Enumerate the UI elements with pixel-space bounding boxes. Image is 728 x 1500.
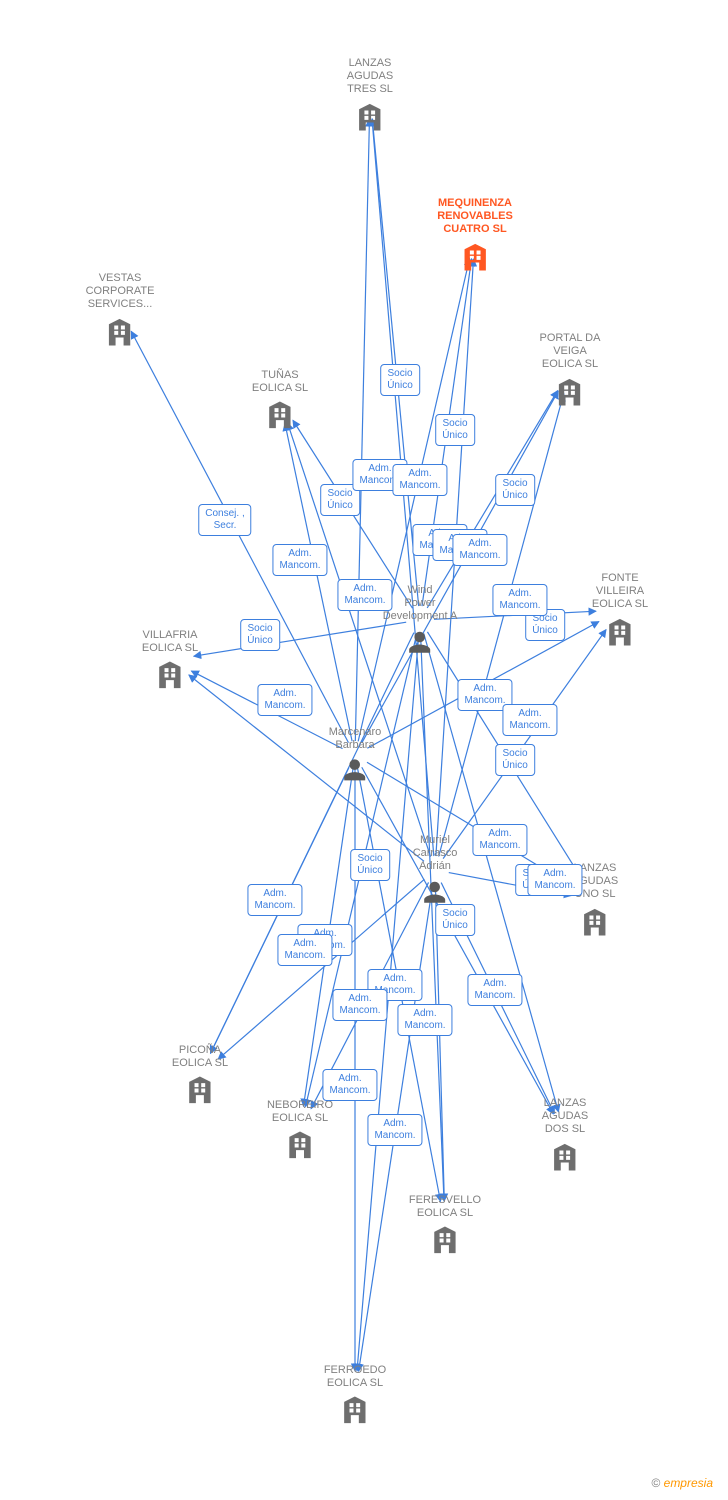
edge-label: Socio Único — [495, 474, 535, 506]
edge-label: Adm. Mancom. — [247, 884, 302, 916]
copyright-symbol: © — [651, 1476, 660, 1490]
node-wind_power[interactable]: Wind Power Development A — [383, 584, 458, 656]
node-label: Wind Power Development A — [383, 584, 458, 624]
brand-name: empresia — [664, 1476, 713, 1490]
node-label: PORTAL DA VEIGA EOLICA SL — [540, 332, 601, 372]
node-marcenaro[interactable]: Marcenaro Barbara — [329, 726, 382, 784]
building-icon — [104, 316, 136, 348]
building-icon — [459, 241, 491, 273]
node-picona[interactable]: PICOÑA EOLICA SL — [172, 1044, 228, 1106]
building-icon — [284, 1129, 316, 1161]
node-label: LANZAS AGUDAS DOS SL — [542, 1097, 588, 1137]
edge — [358, 258, 469, 741]
node-neboreiro[interactable]: NEBOREIRO EOLICA SL — [267, 1099, 333, 1161]
node-ferroedo[interactable]: FERROEDO EOLICA SL — [324, 1364, 386, 1426]
person-icon — [421, 878, 449, 906]
node-label: NEBOREIRO EOLICA SL — [267, 1099, 333, 1125]
edge-label: Adm. Mancom. — [467, 974, 522, 1006]
person-icon — [341, 756, 369, 784]
node-label: MEQUINENZA RENOVABLES CUATRO SL — [437, 197, 513, 237]
edge-label: Adm. Mancom. — [272, 544, 327, 576]
building-icon — [154, 659, 186, 691]
building-icon — [184, 1074, 216, 1106]
node-fonte_villeira[interactable]: FONTE VILLEIRA EOLICA SL — [592, 572, 648, 648]
node-label: LANZAS AGUDAS TRES SL — [347, 57, 393, 97]
edge — [355, 119, 369, 741]
node-tunas[interactable]: TUÑAS EOLICA SL — [252, 369, 308, 431]
node-label: VESTAS CORPORATE SERVICES... — [86, 272, 155, 312]
node-feresvello[interactable]: FERESVELLO EOLICA SL — [409, 1194, 481, 1256]
edge-label: Consej. , Secr. — [198, 504, 251, 536]
edge-label: Adm. Mancom. — [472, 824, 527, 856]
node-vestas[interactable]: VESTAS CORPORATE SERVICES... — [86, 272, 155, 348]
node-label: Muriel Carrasco Adrián — [413, 834, 458, 874]
edge-label: Socio Único — [435, 904, 475, 936]
edge-label: Adm. Mancom. — [502, 704, 557, 736]
building-icon — [604, 616, 636, 648]
node-mequinenza[interactable]: MEQUINENZA RENOVABLES CUATRO SL — [437, 197, 513, 273]
edge-label: Adm. Mancom. — [332, 989, 387, 1021]
edge-label: Adm. Mancom. — [257, 684, 312, 716]
node-label: VILLAFRIA EOLICA SL — [142, 629, 198, 655]
node-label: PICOÑA EOLICA SL — [172, 1044, 228, 1070]
edge-label: Socio Único — [380, 364, 420, 396]
node-muriel[interactable]: Muriel Carrasco Adrián — [413, 834, 458, 906]
edge-label: Adm. Mancom. — [337, 579, 392, 611]
node-label: Marcenaro Barbara — [329, 726, 382, 752]
building-icon — [339, 1394, 371, 1426]
building-icon — [579, 906, 611, 938]
footer-copyright: © empresia — [651, 1476, 713, 1490]
building-icon — [264, 399, 296, 431]
edge-label: Adm. Mancom. — [527, 864, 582, 896]
edge-label: Socio Único — [495, 744, 535, 776]
node-lanzas_agudas_dos[interactable]: LANZAS AGUDAS DOS SL — [542, 1097, 588, 1173]
node-label: TUÑAS EOLICA SL — [252, 369, 308, 395]
node-label: FERESVELLO EOLICA SL — [409, 1194, 481, 1220]
node-label: FERROEDO EOLICA SL — [324, 1364, 386, 1390]
edge-label: Adm. Mancom. — [397, 1004, 452, 1036]
edge-label: Adm. Mancom. — [392, 464, 447, 496]
node-label: FONTE VILLEIRA EOLICA SL — [592, 572, 648, 612]
edge-label: Adm. Mancom. — [452, 534, 507, 566]
edge-label: Socio Único — [350, 849, 390, 881]
building-icon — [549, 1141, 581, 1173]
edge-label: Adm. Mancom. — [322, 1069, 377, 1101]
node-portal_veiga[interactable]: PORTAL DA VEIGA EOLICA SL — [540, 332, 601, 408]
edge-label: Adm. Mancom. — [367, 1114, 422, 1146]
edge-label: Adm. Mancom. — [277, 934, 332, 966]
person-icon — [406, 628, 434, 656]
node-lanzas_agudas_tres[interactable]: LANZAS AGUDAS TRES SL — [347, 57, 393, 133]
edge-label: Adm. Mancom. — [492, 584, 547, 616]
building-icon — [354, 101, 386, 133]
building-icon — [554, 376, 586, 408]
node-villafria[interactable]: VILLAFRIA EOLICA SL — [142, 629, 198, 691]
building-icon — [429, 1224, 461, 1256]
edge-label: Socio Único — [435, 414, 475, 446]
edge-label: Socio Único — [240, 619, 280, 651]
